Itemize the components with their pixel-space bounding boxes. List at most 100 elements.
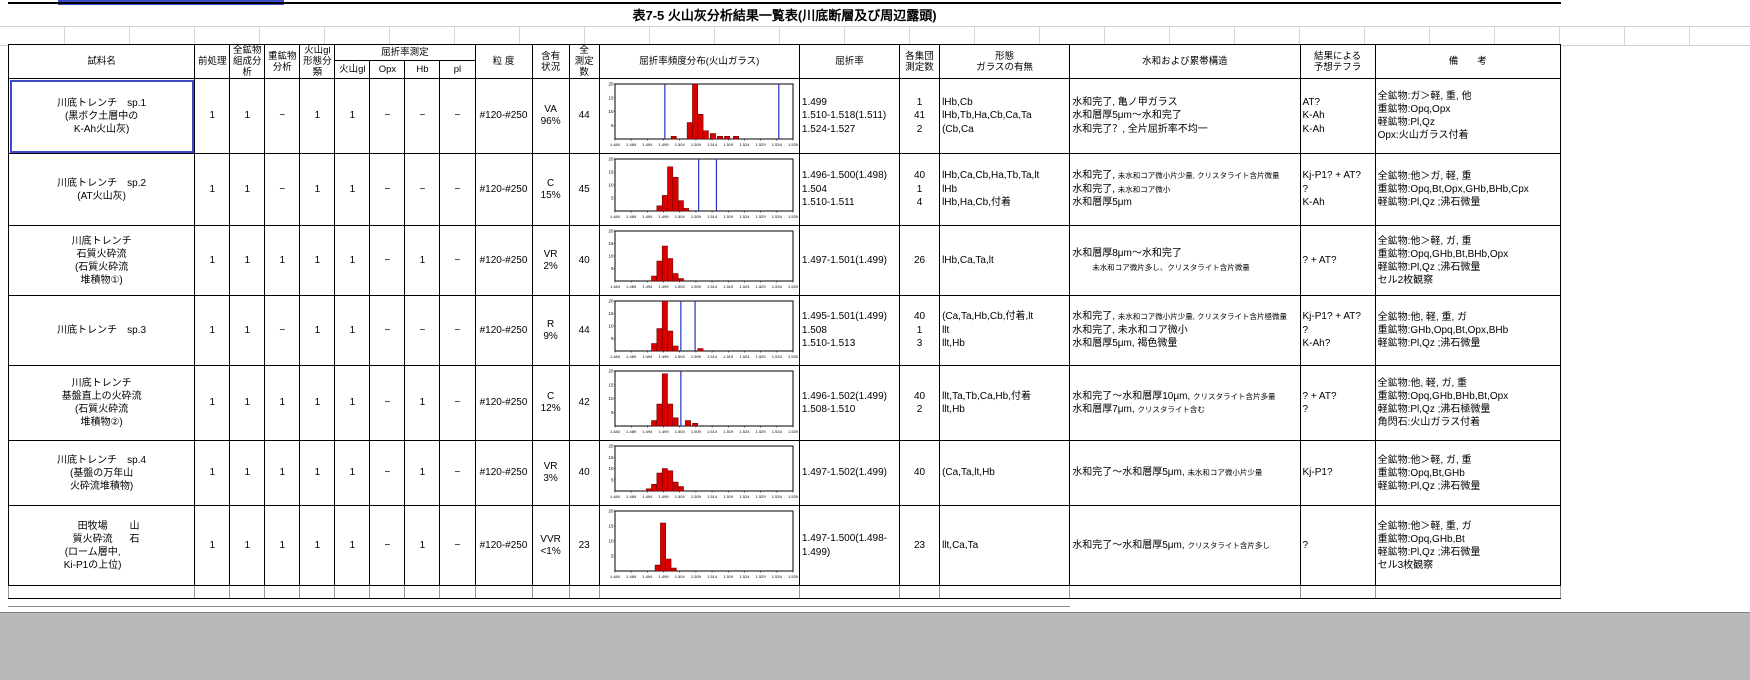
cell-hydration[interactable]: 水和完了〜水和層厚10μm, クリスタライト含片多量 水和層厚7μm, クリスタラ… [1069, 365, 1301, 441]
cell-analysis-flag[interactable]: 1 [404, 365, 441, 441]
cell-predicted-tephra[interactable]: Kj-P1? + AT?? K-Ah? [1299, 295, 1376, 366]
cell-glass-morphology[interactable]: lHb,Ca,Cb,Ha,Tb,Ta,lt lHb lHb,Ha,Cb,付着 [939, 153, 1071, 226]
cell-analysis-flag[interactable]: 1 [299, 225, 336, 296]
cell-analysis-flag[interactable]: 1 [299, 295, 336, 366]
cell-group-count[interactable]: 40 2 [899, 365, 941, 441]
cell-total-count[interactable]: 42 [568, 365, 600, 441]
cell-hydration[interactable]: 水和完了, 亀ノ甲ガラス 水和層厚5μm〜水和完了 水和完了？, 全片屈折率不均一 [1069, 78, 1301, 154]
cell-histogram[interactable]: 20 15 10 5 1.484 1.489 1.494 1.499 1.504 1.509 1.5… [598, 365, 800, 441]
cell-grain-size[interactable]: #120-#250 [474, 365, 533, 441]
cell-analysis-flag[interactable]: 1 [229, 153, 266, 226]
cell-analysis-flag[interactable]: − [369, 78, 406, 154]
cell-total-count[interactable]: 40 [568, 440, 600, 506]
empty-cell[interactable] [334, 585, 371, 599]
cell-group-count[interactable]: 1 41 2 [899, 78, 941, 154]
empty-cell[interactable] [899, 585, 941, 599]
col-header-content-status[interactable]: 含有 状況 [531, 44, 570, 79]
cell-refractive-index[interactable]: 1.497-1.500(1.498- 1.499) [798, 505, 901, 586]
cell-analysis-flag[interactable]: 1 [229, 78, 266, 154]
cell-analysis-flag[interactable]: − [439, 78, 476, 154]
empty-cell[interactable] [798, 585, 901, 599]
cell-sample-name[interactable]: 川底トレンチ sp.3 [7, 295, 196, 366]
cell-group-count[interactable]: 40 1 3 [899, 295, 941, 366]
cell-histogram[interactable]: 20 15 10 5 1.484 1.489 1.494 1.499 1.504 1.509 1.5… [598, 440, 800, 506]
cell-analysis-flag[interactable]: 1 [229, 225, 266, 296]
cell-grain-size[interactable]: #120-#250 [474, 78, 533, 154]
col-header-ri-measurement-group[interactable]: 屈折率測定 [334, 44, 476, 61]
cell-analysis-flag[interactable]: − [439, 440, 476, 506]
cell-glass-morphology[interactable]: llt,Ta,Tb,Ca,Hb,付着 llt,Hb [939, 365, 1071, 441]
cell-sample-name[interactable]: 川底トレンチ 基盤直上の火砕流 (石質火砕流 堆積物②) [7, 365, 196, 441]
col-header-group-count[interactable]: 各集団 測定数 [899, 44, 941, 79]
cell-analysis-flag[interactable]: 1 [194, 225, 231, 296]
cell-analysis-flag[interactable]: 1 [404, 505, 441, 586]
cell-hydration[interactable]: 水和完了, 未水和コア微小片少量, クリスタライト含片微量 水和完了, 未水和コア… [1069, 153, 1301, 226]
cell-analysis-flag[interactable]: 1 [229, 365, 266, 441]
cell-histogram[interactable]: 20 15 10 5 1.484 1.489 1.494 1.499 1.504 1.509 1.5… [598, 78, 800, 154]
cell-predicted-tephra[interactable]: Kj-P1? + AT?? K-Ah [1299, 153, 1376, 226]
cell-histogram[interactable]: 20 15 10 5 1.484 1.489 1.494 1.499 1.504 1.509 1.5… [598, 295, 800, 366]
cell-analysis-flag[interactable]: 1 [194, 365, 231, 441]
col-header-sample-name[interactable]: 試料名 [7, 44, 196, 79]
cell-predicted-tephra[interactable]: ? [1299, 505, 1376, 586]
col-header-glass-form-class[interactable]: 火山gl 形態分類 [299, 44, 336, 79]
empty-cell[interactable] [1299, 585, 1376, 599]
col-header-grain-size[interactable]: 粒 度 [474, 44, 533, 79]
cell-refractive-index[interactable]: 1.499 1.510-1.518(1.511) 1.524-1.527 [798, 78, 901, 154]
col-header-remarks[interactable]: 備 考 [1374, 44, 1562, 79]
cell-analysis-flag[interactable]: 1 [194, 505, 231, 586]
cell-analysis-flag[interactable]: − [369, 295, 406, 366]
cell-predicted-tephra[interactable]: ? + AT? [1299, 225, 1376, 296]
cell-analysis-flag[interactable]: − [439, 295, 476, 366]
col-header-ri-hb[interactable]: Hb [404, 60, 441, 79]
empty-cell[interactable] [229, 585, 266, 599]
cell-histogram[interactable]: 20 15 10 5 1.484 1.489 1.494 1.499 1.504 1.509 1.5… [598, 153, 800, 226]
cell-analysis-flag[interactable]: − [369, 225, 406, 296]
cell-total-count[interactable]: 45 [568, 153, 600, 226]
cell-analysis-flag[interactable]: − [404, 153, 441, 226]
cell-analysis-flag[interactable]: 1 [334, 225, 371, 296]
cell-remarks[interactable]: 全鉱物:他＞軽, ガ, 重重鉱物:Opq,Bt,GHb 軽鉱物:Pl,Qz ;沸石… [1374, 440, 1562, 506]
cell-grain-size[interactable]: #120-#250 [474, 153, 533, 226]
cell-hydration[interactable]: 水和完了, 未水和コア微小片少量, クリスタライト含片極微量 水和完了, 未水和コ… [1069, 295, 1301, 366]
cell-hydration[interactable]: 水和完了〜水和層厚5μm, クリスタライト含片多し [1069, 505, 1301, 586]
col-header-ri-histogram[interactable]: 屈折率頻度分布(火山ガラス) [598, 44, 800, 79]
cell-group-count[interactable]: 26 [899, 225, 941, 296]
cell-analysis-flag[interactable]: 1 [229, 440, 266, 506]
cell-analysis-flag[interactable]: 1 [334, 365, 371, 441]
empty-cell[interactable] [531, 585, 570, 599]
cell-analysis-flag[interactable]: 1 [404, 225, 441, 296]
cell-analysis-flag[interactable]: − [439, 505, 476, 586]
empty-cell[interactable] [299, 585, 336, 599]
cell-glass-morphology[interactable]: lHb,Ca,Ta,lt [939, 225, 1071, 296]
cell-content-status[interactable]: VA 96% [531, 78, 570, 154]
cell-sample-name[interactable]: 田牧場 質火砕流 (ローム層中, Ki-P1の上位) 山 石 [7, 505, 196, 586]
empty-cell[interactable] [439, 585, 476, 599]
cell-analysis-flag[interactable]: 1 [194, 153, 231, 226]
cell-content-status[interactable]: C 15% [531, 153, 570, 226]
cell-content-status[interactable]: VR 3% [531, 440, 570, 506]
cell-analysis-flag[interactable]: 1 [264, 225, 301, 296]
cell-histogram[interactable]: 20 15 10 5 1.484 1.489 1.494 1.499 1.504 1.509 1.5… [598, 505, 800, 586]
empty-cell[interactable] [7, 585, 196, 599]
cell-total-count[interactable]: 44 [568, 78, 600, 154]
cell-analysis-flag[interactable]: 1 [264, 440, 301, 506]
cell-analysis-flag[interactable]: − [439, 365, 476, 441]
col-header-total-count[interactable]: 全 測定数 [568, 44, 600, 79]
cell-analysis-flag[interactable]: − [264, 295, 301, 366]
cell-total-count[interactable]: 44 [568, 295, 600, 366]
empty-cell[interactable] [1069, 585, 1301, 599]
cell-analysis-flag[interactable]: − [369, 440, 406, 506]
cell-analysis-flag[interactable]: − [404, 78, 441, 154]
empty-cell[interactable] [264, 585, 301, 599]
cell-analysis-flag[interactable]: 1 [334, 153, 371, 226]
cell-hydration[interactable]: 水和完了〜水和層厚5μm, 未水和コア微小片少量 [1069, 440, 1301, 506]
cell-analysis-flag[interactable]: − [264, 78, 301, 154]
col-header-ri-volcanic-glass[interactable]: 火山gl [334, 60, 371, 79]
cell-total-count[interactable]: 23 [568, 505, 600, 586]
cell-analysis-flag[interactable]: 1 [299, 440, 336, 506]
col-header-refractive-index[interactable]: 屈折率 [798, 44, 901, 79]
cell-group-count[interactable]: 23 [899, 505, 941, 586]
col-header-ri-opx[interactable]: Opx [369, 60, 406, 79]
cell-analysis-flag[interactable]: 1 [334, 78, 371, 154]
